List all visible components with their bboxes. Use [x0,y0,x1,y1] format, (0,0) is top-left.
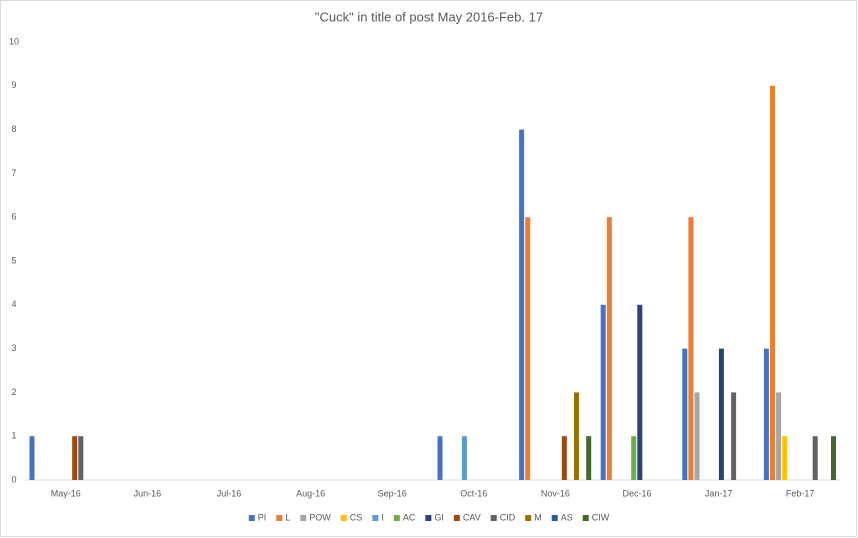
legend-swatch [425,515,432,521]
legend-label: CIW [592,512,610,522]
legend-swatch [340,515,347,521]
legend-label: CID [500,512,516,522]
x-tick-label: May-16 [51,488,81,498]
bar [694,392,700,480]
bar [682,348,688,480]
x-tick-label: Dec-16 [622,488,651,498]
legend-swatch [551,515,558,521]
bar [525,217,531,480]
y-tick-label: 1 [11,431,16,441]
x-tick-label: Jun-16 [134,488,162,498]
legend-label: PI [258,512,267,522]
legend-swatch [248,515,255,521]
bar [586,436,592,480]
bar [688,217,694,480]
bar [437,436,443,480]
legend-label: CAV [463,512,481,522]
y-tick-label: 10 [9,36,19,46]
y-tick-label: 0 [11,474,16,484]
legend-label: GI [434,512,444,522]
y-tick-label: 9 [11,80,16,90]
bar [574,392,579,480]
legend-label: POW [309,512,331,522]
legend-label: M [534,512,542,522]
bar [718,348,724,480]
y-tick-label: 3 [11,343,16,353]
bar [72,436,78,480]
y-tick-label: 8 [11,124,16,134]
legend-label: I [381,512,384,522]
legend-label: L [285,512,290,522]
y-tick-label: 5 [11,255,16,265]
bar [776,392,782,480]
legend-swatch [582,515,589,521]
legend-label: AC [403,512,416,522]
legend-swatch [300,515,307,521]
bar [29,436,35,480]
bar [812,436,818,480]
bar [78,436,84,480]
legend-swatch [453,515,460,521]
bar [770,85,775,481]
x-tick-label: Oct-16 [460,488,487,498]
bar [831,436,836,480]
bar [561,436,567,480]
legend-swatch [393,515,400,521]
y-tick-label: 6 [11,212,16,222]
bar [519,129,525,480]
bar [631,436,637,480]
bar [763,348,769,480]
bar [782,436,788,480]
legend-swatch [490,515,497,521]
bar [600,304,606,480]
bar [606,217,612,480]
y-tick-label: 2 [11,387,16,397]
legend-swatch [372,515,379,521]
y-tick-label: 7 [11,168,16,178]
x-tick-label: Nov-16 [541,488,570,498]
bar [731,392,737,480]
bar [637,304,643,480]
legend-label: AS [561,512,573,522]
legend-swatch [525,515,532,521]
x-tick-label: Jul-16 [217,488,242,498]
x-tick-label: Sep-16 [378,488,407,498]
y-tick-label: 4 [11,299,16,309]
legend-label: CS [350,512,363,522]
legend-swatch [276,515,283,521]
x-tick-label: Feb-17 [786,488,815,498]
bar [461,436,467,480]
x-tick-label: Aug-16 [296,488,325,498]
x-tick-label: Jan-17 [705,488,733,498]
chart-title: "Cuck" in title of post May 2016-Feb. 17 [315,9,543,24]
